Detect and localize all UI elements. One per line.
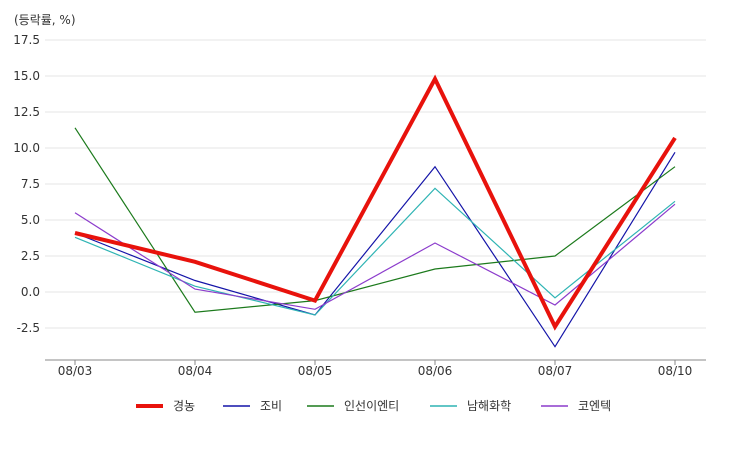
y-unit-label: (등락률, %) — [14, 13, 76, 27]
y-tick-label: 17.5 — [13, 33, 40, 47]
x-tick-label: 08/07 — [538, 364, 573, 378]
y-tick-label: 5.0 — [21, 213, 40, 227]
series-lines — [74, 74, 677, 348]
x-tick-label: 08/03 — [58, 364, 93, 378]
y-tick-label: 12.5 — [13, 105, 40, 119]
x-tick-label: 08/10 — [658, 364, 693, 378]
series-line-0 — [74, 74, 677, 331]
y-tick-label: 0.0 — [21, 285, 40, 299]
legend-label-4: 코엔텍 — [578, 399, 611, 413]
legend: 경농 조비 인선이엔티 남해화학 코엔텍 — [136, 399, 611, 413]
legend-label-3: 남해화학 — [467, 399, 511, 413]
y-tick-label: 10.0 — [13, 141, 40, 155]
legend-label-0: 경농 — [173, 399, 195, 413]
x-tick-label: 08/06 — [418, 364, 453, 378]
y-tick-label: 15.0 — [13, 69, 40, 83]
x-tick-label: 08/04 — [178, 364, 213, 378]
y-tick-label: 7.5 — [21, 177, 40, 191]
series-line-4 — [74, 203, 676, 310]
y-tick-label: -2.5 — [17, 321, 40, 335]
legend-label-1: 조비 — [260, 399, 282, 413]
y-axis-ticks: 17.5 15.0 12.5 10.0 7.5 5.0 2.5 0.0 -2.5 — [13, 33, 40, 335]
x-axis-ticks: 08/03 08/04 08/05 08/06 08/07 08/10 — [58, 360, 693, 378]
series-line-2 — [74, 127, 676, 313]
legend-label-2: 인선이엔티 — [344, 399, 399, 413]
grid-lines — [45, 39, 706, 329]
x-tick-label: 08/05 — [298, 364, 333, 378]
y-tick-label: 2.5 — [21, 249, 40, 263]
series-line-3 — [74, 187, 676, 316]
series-line-1 — [74, 151, 676, 348]
